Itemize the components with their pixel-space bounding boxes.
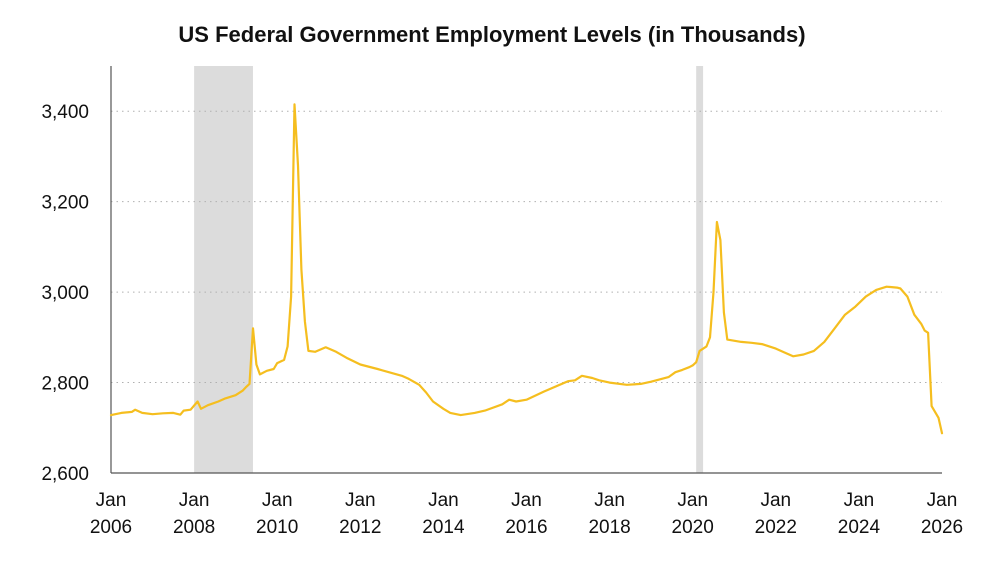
x-tick-month-label: Jan — [511, 490, 542, 511]
x-tick-2020: Jan 2020 — [672, 490, 714, 538]
chart-title: US Federal Government Employment Levels … — [178, 22, 805, 47]
x-tick-2022: Jan 2022 — [755, 490, 797, 538]
y-axis-tick-labels: 2,600 2,800 3,000 3,200 3,400 — [41, 102, 89, 485]
x-tick-2024: Jan 2024 — [838, 490, 881, 538]
x-tick-year-label: 2022 — [755, 517, 797, 538]
y-tick-label: 3,400 — [41, 102, 89, 123]
x-tick-month-label: Jan — [844, 490, 875, 511]
x-tick-month-label: Jan — [927, 490, 958, 511]
y-tick-label: 3,200 — [41, 193, 89, 214]
x-axis-tick-labels: Jan 2006 Jan 2008 Jan 2010 Jan 2012 Jan 2014 Jan 20… — [90, 490, 963, 538]
x-tick-year-label: 2008 — [173, 517, 215, 538]
x-tick-year-label: 2024 — [838, 517, 881, 538]
x-tick-year-label: 2016 — [505, 517, 547, 538]
x-tick-year-label: 2012 — [339, 517, 381, 538]
x-tick-month-label: Jan — [96, 490, 127, 511]
x-tick-month-label: Jan — [677, 490, 708, 511]
y-tick-label: 2,800 — [41, 374, 89, 395]
x-tick-2006: Jan 2006 — [90, 490, 132, 538]
x-tick-2010: Jan 2010 — [256, 490, 298, 538]
x-tick-2008: Jan 2008 — [173, 490, 215, 538]
x-tick-year-label: 2006 — [90, 517, 132, 538]
series-group — [109, 103, 944, 435]
x-tick-month-label: Jan — [345, 490, 376, 511]
shaded-period-0 — [194, 66, 253, 473]
x-tick-month-label: Jan — [428, 490, 459, 511]
x-tick-year-label: 2026 — [921, 517, 963, 538]
series-line-0 — [109, 103, 944, 435]
recession-shading — [194, 66, 704, 473]
x-tick-2014: Jan 2014 — [422, 490, 465, 538]
x-tick-2026: Jan 2026 — [921, 490, 963, 538]
y-tick-label: 3,000 — [41, 283, 89, 304]
shaded-period-1 — [696, 66, 704, 473]
x-tick-month-label: Jan — [179, 490, 210, 511]
x-tick-year-label: 2014 — [422, 517, 465, 538]
y-tick-label: 2,600 — [41, 464, 89, 485]
x-tick-year-label: 2010 — [256, 517, 298, 538]
x-tick-2016: Jan 2016 — [505, 490, 547, 538]
x-tick-year-label: 2018 — [588, 517, 630, 538]
x-tick-month-label: Jan — [262, 490, 293, 511]
x-tick-2012: Jan 2012 — [339, 490, 381, 538]
x-tick-year-label: 2020 — [672, 517, 714, 538]
x-tick-2018: Jan 2018 — [588, 490, 630, 538]
x-tick-month-label: Jan — [594, 490, 625, 511]
x-tick-month-label: Jan — [760, 490, 791, 511]
